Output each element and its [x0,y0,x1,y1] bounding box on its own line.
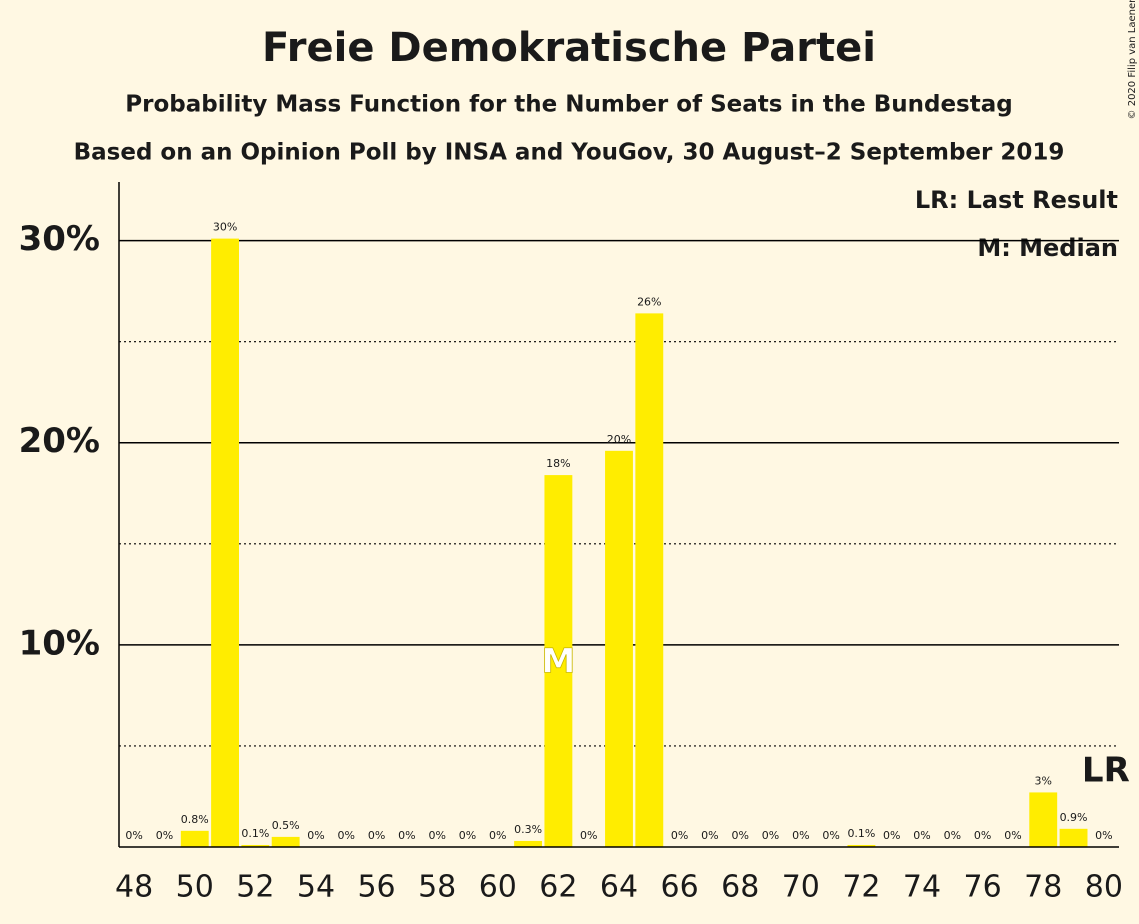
x-tick-label: 70 [782,870,820,905]
bar [1059,828,1088,847]
value-label: 0.1% [847,827,875,840]
bar [514,840,543,847]
source-line: Based on an Opinion Poll by INSA and You… [74,140,1065,166]
value-label: 0.3% [514,823,542,836]
x-tick-label: 66 [661,870,699,905]
value-label: 0% [974,829,991,842]
value-label: 0% [1095,829,1112,842]
x-tick-label: 52 [236,870,274,905]
x-tick-label: 78 [1024,870,1062,905]
median-marker: M [541,642,575,682]
value-label: 0% [489,829,506,842]
bar [180,830,209,847]
x-tick-label: 62 [539,870,577,905]
x-tick-label: 58 [418,870,456,905]
y-tick-label: 20% [19,421,100,461]
value-label: 0% [125,829,142,842]
value-label: 0% [580,829,597,842]
value-label: 0% [428,829,445,842]
value-label: 0.1% [241,827,269,840]
legend-entry: M: Median [977,234,1118,262]
y-tick-label: 30% [19,219,100,259]
x-tick-label: 76 [964,870,1002,905]
bar [605,450,633,847]
bar [211,238,239,847]
value-label: 0% [822,829,839,842]
value-label: 0% [883,829,900,842]
x-tick-label: 72 [842,870,880,905]
x-tick-label: 56 [357,870,395,905]
value-label: 0% [1004,829,1021,842]
x-tick-label: 54 [297,870,335,905]
value-label: 0% [459,829,476,842]
value-label: 26% [637,295,661,308]
bar [544,475,573,847]
chart-subtitle: Probability Mass Function for the Number… [125,92,1012,118]
x-tick-label: 48 [115,870,153,905]
y-tick-label: 10% [19,623,100,663]
bar [1029,792,1058,847]
legend-entry: LR: Last Result [915,186,1118,214]
value-label: 0.9% [1060,811,1088,824]
x-tick-label: 64 [600,870,638,905]
bar [271,836,300,847]
value-label: 0% [398,829,415,842]
value-label: 30% [213,221,237,234]
value-label: 0% [792,829,809,842]
last-result-marker: LR [1082,751,1130,791]
bar [241,844,270,847]
bar [635,313,664,848]
value-label: 0% [944,829,961,842]
bar [847,844,876,847]
value-label: 0% [368,829,385,842]
chart-title: Freie Demokratische Partei [262,25,876,71]
value-label: 0% [762,829,779,842]
copyright: © 2020 Filip van Laenen [1127,0,1138,119]
value-label: 0% [307,829,324,842]
x-tick-label: 60 [479,870,517,905]
value-label: 0% [156,829,173,842]
value-label: 20% [607,433,631,446]
x-tick-label: 50 [176,870,214,905]
x-tick-label: 74 [903,870,941,905]
value-label: 18% [546,457,570,470]
value-label: 0% [731,829,748,842]
value-label: 0.5% [272,819,300,832]
x-tick-label: 68 [721,870,759,905]
value-label: 3% [1035,774,1052,787]
value-label: 0% [913,829,930,842]
value-label: 0% [701,829,718,842]
value-label: 0.8% [181,813,209,826]
value-label: 0% [671,829,688,842]
x-tick-label: 80 [1085,870,1123,905]
value-label: 0% [338,829,355,842]
